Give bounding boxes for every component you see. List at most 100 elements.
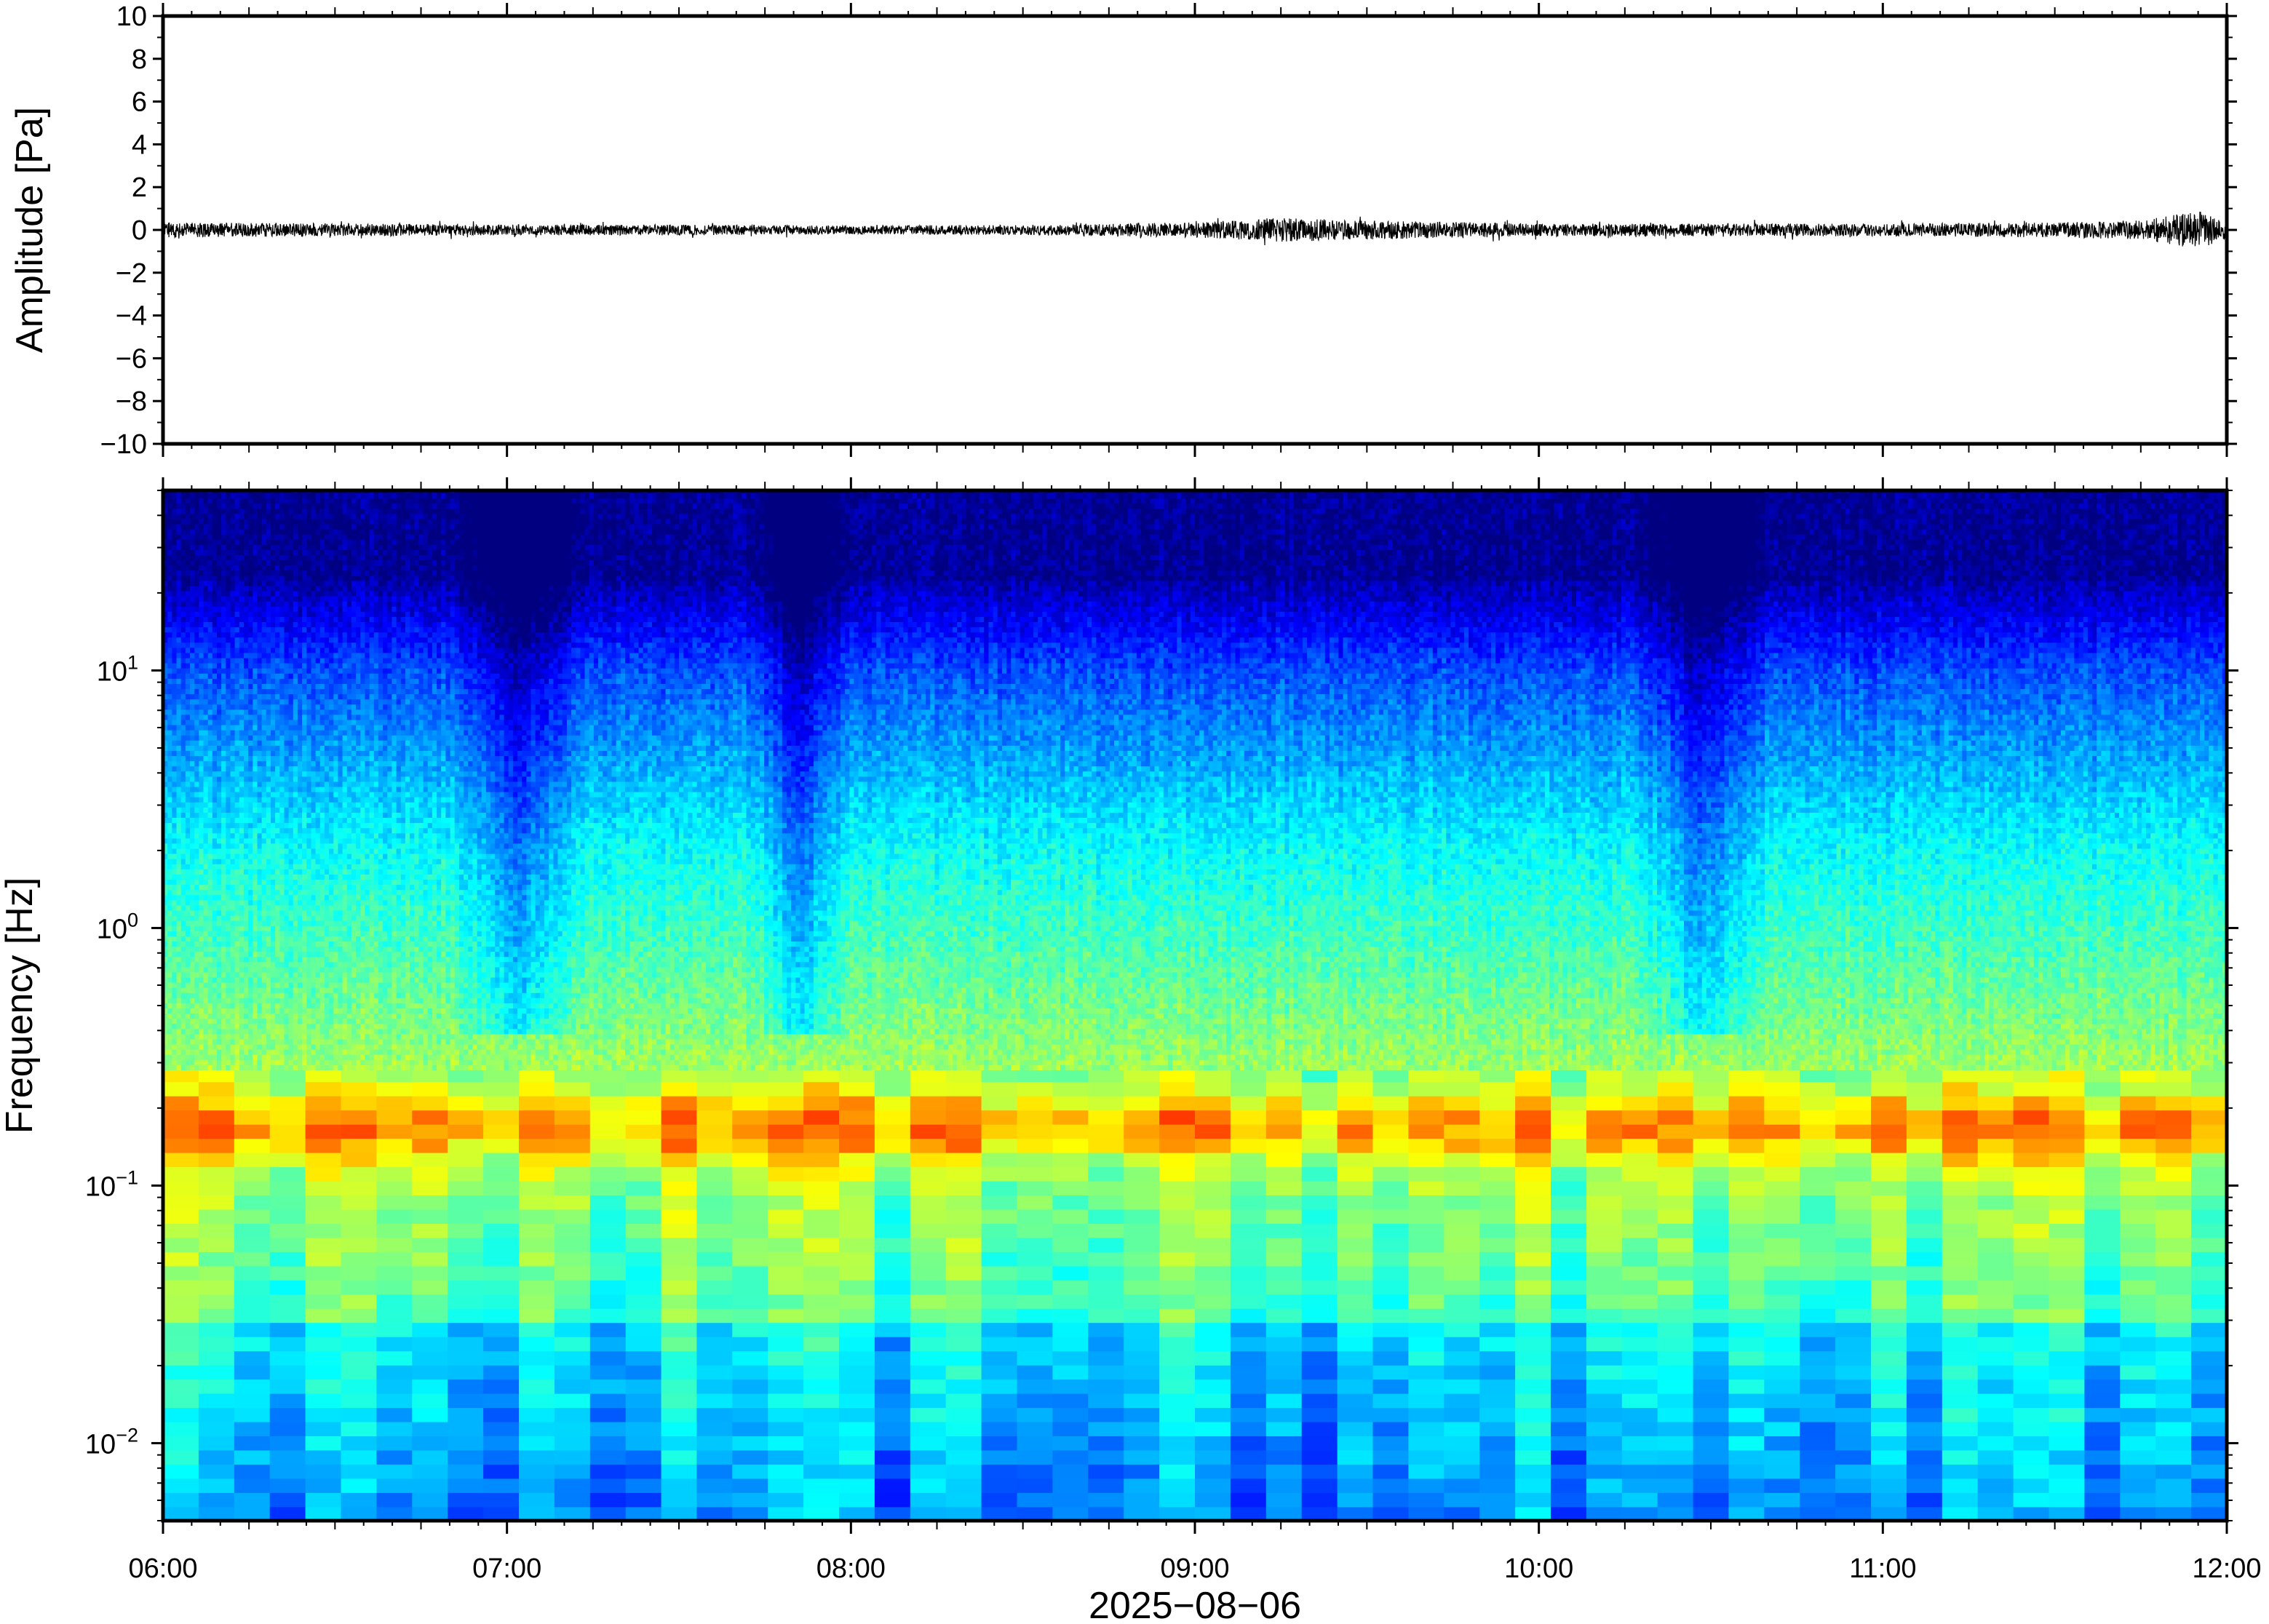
spectrogram-cell <box>266 1038 271 1045</box>
spectrogram-cell <box>1586 1110 1623 1125</box>
spectrogram-cell <box>1728 1043 1734 1050</box>
spectrogram-cell <box>1603 1043 1608 1050</box>
spectrogram-cell <box>1877 1043 1883 1050</box>
spectrogram-cell <box>957 1043 963 1050</box>
spectrogram-cell <box>1835 1138 1872 1153</box>
spectrogram-cell <box>519 1407 555 1422</box>
spectrogram-cell <box>400 1038 406 1045</box>
spectrogram-cell <box>839 1294 875 1309</box>
spectrogram-cell <box>1401 1048 1407 1055</box>
spectrogram-cell <box>1405 1043 1411 1050</box>
spectrogram-cell <box>305 1449 342 1465</box>
spectrogram-cell <box>1372 1379 1410 1394</box>
spectrogram-cell <box>1693 1506 1730 1521</box>
spectrogram-cell <box>1230 1166 1267 1182</box>
spectrogram-cell <box>198 1237 235 1252</box>
spectrogram-cell <box>2038 1048 2044 1055</box>
spectrogram-cell <box>907 1064 913 1070</box>
spectrogram-cell <box>1608 1064 1613 1070</box>
spectrogram-cell <box>1253 1054 1259 1060</box>
spectrogram-cell <box>1136 1064 1142 1070</box>
spectrogram-cell <box>198 1067 235 1083</box>
spectrogram-cell <box>1222 1043 1227 1050</box>
spectrogram-cell <box>795 1038 801 1045</box>
spectrogram-cell <box>1515 1209 1551 1224</box>
spectrogram-cell <box>1038 1043 1044 1050</box>
spectrogram-cell <box>1078 1043 1084 1050</box>
spectrogram-cell <box>557 1043 563 1050</box>
spectrogram-cell <box>2084 1336 2121 1352</box>
spectrogram-cell <box>2110 1064 2115 1070</box>
spectrogram-cell <box>1217 1038 1223 1045</box>
spectrogram-cell <box>910 1152 947 1168</box>
spectrogram-cell <box>1396 1043 1402 1050</box>
spectrogram-cell <box>1230 1110 1267 1125</box>
spectrogram-cell <box>1378 1038 1384 1045</box>
spectrogram-cell <box>1028 1064 1034 1070</box>
spectrogram-cell <box>822 1054 828 1060</box>
spectrogram-cell <box>1562 1064 1568 1070</box>
spectrogram-cell <box>1307 1054 1313 1060</box>
spectrogram-cell <box>1931 1064 1936 1070</box>
spectrogram-cell <box>1621 1209 1658 1224</box>
spectrogram-cell <box>163 1307 199 1324</box>
spectrogram-cell <box>2051 1064 2057 1070</box>
spectrogram-cell <box>818 1064 824 1070</box>
spectrogram-cell <box>638 1064 644 1070</box>
spectrogram-cell <box>728 1043 734 1050</box>
spectrogram-cell <box>2049 1223 2086 1238</box>
spectrogram-cell <box>1088 1379 1124 1394</box>
spectrogram-cell <box>589 1336 627 1352</box>
spectrogram-cell <box>1320 1064 1326 1070</box>
spectrogram-cell <box>1351 1038 1357 1045</box>
spectrogram-cell <box>378 1038 384 1045</box>
spectrogram-cell <box>1444 1223 1480 1238</box>
spectrogram-cell <box>926 1059 931 1065</box>
spectrogram-cell <box>544 1033 549 1040</box>
spectrogram-cell <box>1800 1294 1836 1309</box>
spectrogram-cell <box>1011 1064 1017 1070</box>
spectrogram-cell <box>1124 1223 1160 1238</box>
spectrogram-cell <box>302 1054 308 1060</box>
spectrogram-cell <box>1989 1043 1995 1050</box>
spectrogram-cell <box>554 1379 591 1394</box>
spectrogram-cell <box>448 1265 484 1281</box>
spectrogram-cell <box>872 1064 878 1070</box>
spectrogram-cell <box>974 1043 980 1050</box>
spectrogram-cell <box>1123 1054 1129 1060</box>
spectrogram-cell <box>803 1152 840 1168</box>
spectrogram-cell <box>483 1449 520 1465</box>
spectrogram-cell <box>1017 1081 1054 1096</box>
spectrogram-cell <box>1265 1195 1303 1210</box>
spectrogram-cell <box>373 1043 379 1050</box>
spectrogram-cell <box>1320 1059 1326 1065</box>
spectrogram-cell <box>1118 1038 1124 1045</box>
spectrogram-cell <box>1276 1038 1281 1045</box>
spectrogram-cell <box>1904 1043 1910 1050</box>
spectrogram-cell <box>383 1048 389 1055</box>
spectrogram-cell <box>1513 1064 1519 1070</box>
spectrogram-cell <box>261 1048 267 1055</box>
spectrogram-cell <box>190 1064 195 1070</box>
spectrogram-cell <box>483 1379 520 1394</box>
spectrogram-cell <box>306 1048 312 1055</box>
spectrogram-cell <box>1977 1492 2014 1508</box>
spectrogram-cell <box>239 1054 245 1060</box>
spectrogram-cell <box>1962 1064 1968 1070</box>
spectrogram-cell <box>1276 1054 1281 1060</box>
spectrogram-cell <box>512 1043 518 1050</box>
spectrogram-cell <box>1337 1436 1374 1451</box>
spectrogram-cell <box>1586 1436 1623 1451</box>
spectrogram-cell <box>1195 1043 1200 1050</box>
spectrogram-cell <box>198 1407 235 1422</box>
spectrogram-cell <box>910 1251 947 1267</box>
spectrogram-cell <box>1298 1043 1303 1050</box>
spectrogram-cell <box>226 1038 231 1045</box>
spectrogram-cell <box>760 1043 765 1050</box>
spectrogram-cell <box>1280 1043 1286 1050</box>
spectrogram-cell <box>2191 1095 2227 1111</box>
spectrogram-cell <box>1589 1038 1595 1045</box>
spectrogram-cell <box>1755 1048 1761 1055</box>
spectrogram-cell <box>519 1393 555 1409</box>
spectrogram-cell <box>1226 1038 1232 1045</box>
